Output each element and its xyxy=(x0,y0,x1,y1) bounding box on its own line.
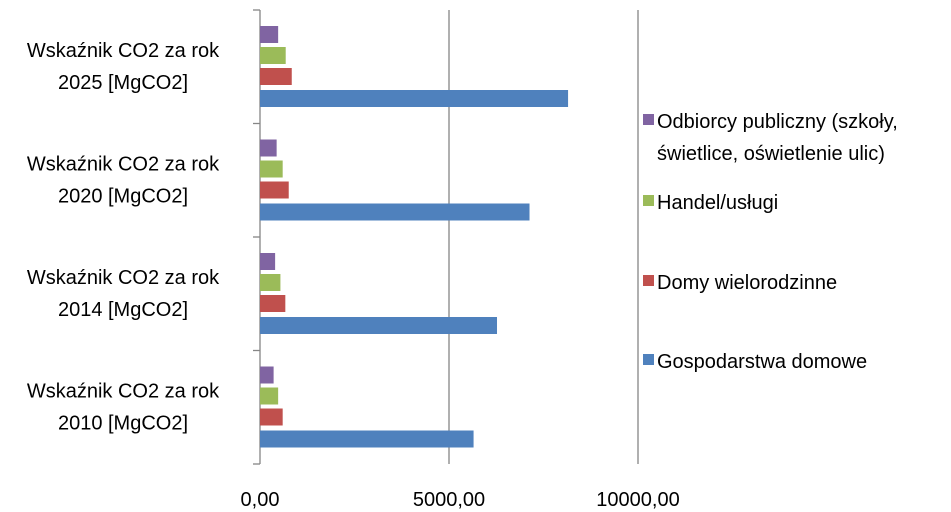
bar xyxy=(260,90,569,107)
gridlines xyxy=(448,10,639,464)
legend-swatch xyxy=(643,354,654,365)
x-tick-label: 5000,00 xyxy=(413,489,485,511)
category-label: Wskaźnik CO2 za rok 2014 [MgCO2] xyxy=(27,267,220,321)
x-tick-label: 0,00 xyxy=(241,489,280,511)
bar xyxy=(260,160,283,178)
bar xyxy=(260,387,279,405)
legend-swatch xyxy=(643,114,654,125)
legend-label: Odbiorcy publiczny (szkoły, świetlice, oś… xyxy=(657,111,898,165)
category-label: Wskaźnik CO2 za rok 2010 [MgCO2] xyxy=(27,380,220,434)
legend: Odbiorcy publiczny (szkoły, świetlice, oś… xyxy=(643,111,898,373)
legend-swatch xyxy=(643,275,654,286)
legend-label: Gospodarstwa domowe xyxy=(657,351,867,373)
legend-label: Domy wielorodzinne xyxy=(657,272,837,294)
legend-label: Handel/usługi xyxy=(657,192,778,214)
bar xyxy=(260,47,286,64)
bar xyxy=(260,430,474,448)
bars xyxy=(260,26,569,448)
category-axis xyxy=(253,9,261,465)
bar xyxy=(260,26,279,43)
category-labels: Wskaźnik CO2 za rok 2025 [MgCO2] Wskaźnik … xyxy=(27,40,220,435)
bar xyxy=(260,295,286,312)
bar xyxy=(260,203,530,221)
bar xyxy=(260,253,276,270)
category-label: Wskaźnik CO2 za rok 2020 [MgCO2] xyxy=(27,153,220,207)
bar xyxy=(260,408,283,426)
bar xyxy=(260,366,274,384)
bar xyxy=(260,139,277,157)
bar xyxy=(260,317,498,334)
bar xyxy=(260,181,289,199)
category-label: Wskaźnik CO2 za rok 2025 [MgCO2] xyxy=(27,40,220,94)
bar xyxy=(260,68,292,85)
x-tick-label: 10000,00 xyxy=(596,489,679,511)
legend-swatch xyxy=(643,195,654,206)
x-tick-labels: 0,00 5000,00 10000,00 xyxy=(241,489,680,511)
bar xyxy=(260,274,281,291)
